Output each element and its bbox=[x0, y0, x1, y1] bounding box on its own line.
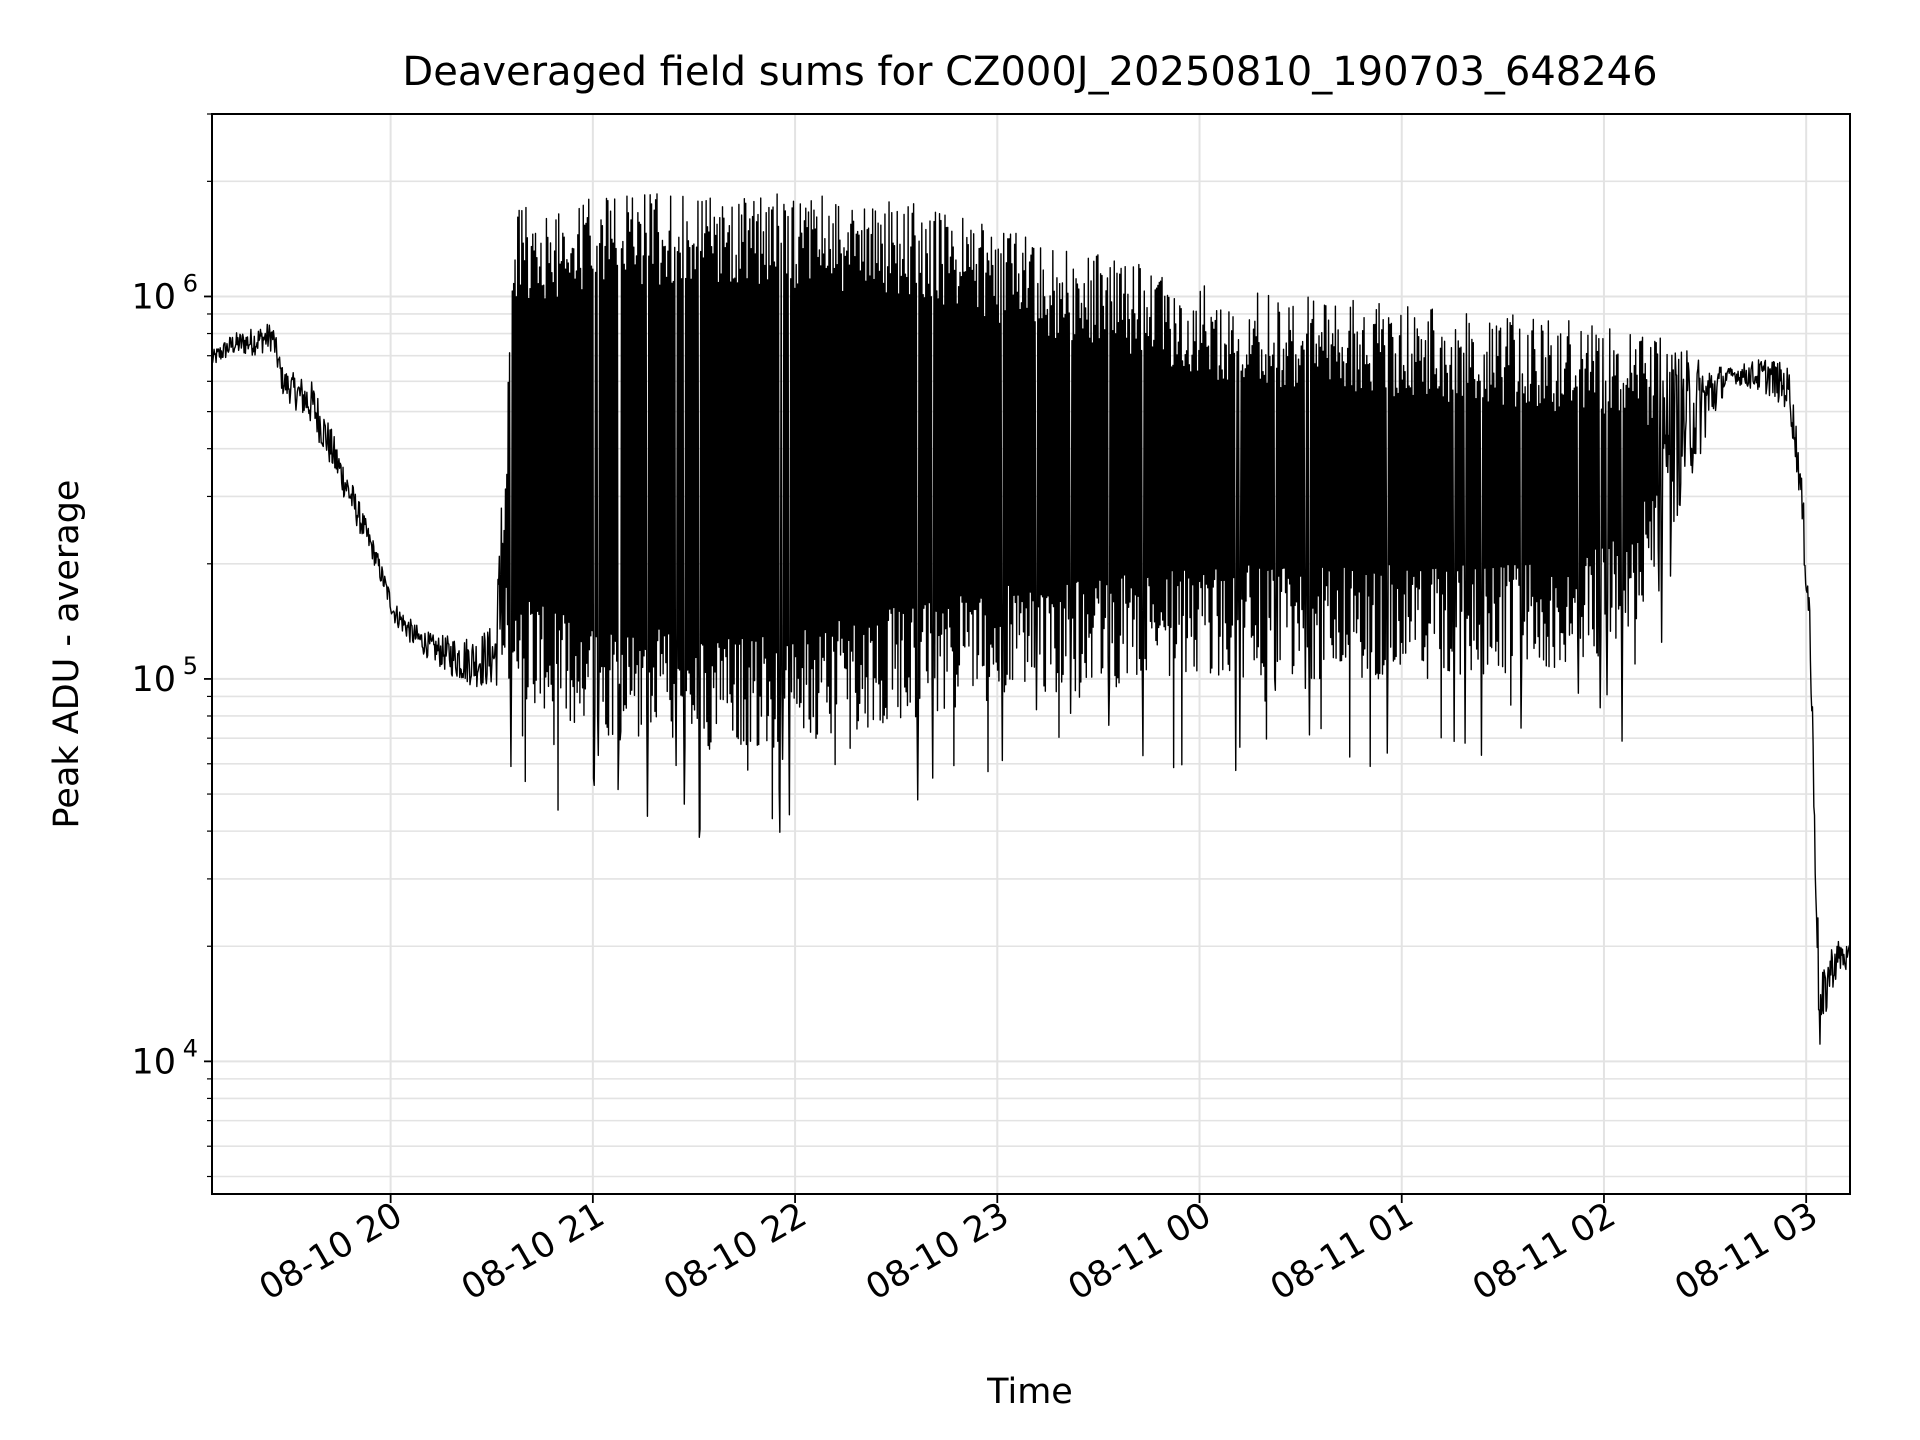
y-tick-exponent: 6 bbox=[183, 269, 198, 297]
series-line bbox=[211, 193, 1851, 1045]
y-tick-label: 10 bbox=[131, 660, 176, 700]
y-tick-label: 10 bbox=[131, 1042, 176, 1082]
chart-title: Deaveraged field sums for CZ000J_2025081… bbox=[402, 49, 1657, 95]
x-axis-label: Time bbox=[986, 1372, 1073, 1412]
y-axis-label: Peak ADU - average bbox=[47, 480, 87, 829]
axes-frame bbox=[211, 113, 1851, 1195]
y-tick-label: 10 bbox=[131, 277, 176, 317]
y-tick-exponent: 4 bbox=[183, 1034, 198, 1062]
plot-area bbox=[211, 193, 1851, 1045]
y-tick-exponent: 5 bbox=[183, 652, 198, 680]
